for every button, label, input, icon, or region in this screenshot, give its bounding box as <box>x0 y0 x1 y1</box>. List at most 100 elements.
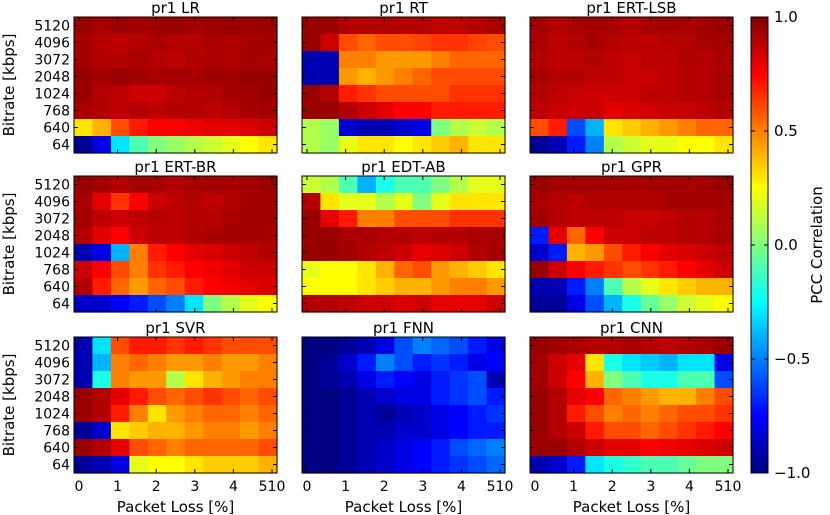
heatmap-cell <box>677 227 697 245</box>
heatmap-cell <box>486 337 506 355</box>
heatmap-cell <box>184 17 204 35</box>
heatmap-cell <box>147 405 167 423</box>
heatmap-cell <box>338 34 358 52</box>
heatmap-cell <box>548 17 568 35</box>
heatmap-cell <box>566 278 586 296</box>
heatmap-cell <box>110 68 130 86</box>
heatmap-cell <box>530 354 550 372</box>
heatmap-cell <box>431 176 451 194</box>
heatmap-cell <box>412 102 432 120</box>
y-tick-label: 1024 <box>34 246 70 262</box>
y-tick-label: 768 <box>43 104 70 120</box>
heatmap-cell <box>677 456 697 474</box>
heatmap-cell <box>659 422 679 440</box>
heatmap-cell <box>468 34 488 52</box>
heatmap-cell <box>603 176 623 194</box>
heatmap-cell <box>566 102 586 120</box>
heatmap-cell <box>468 85 488 103</box>
y-tick-label: 5120 <box>34 178 70 194</box>
heatmap-cell <box>147 456 167 474</box>
heatmap-cell <box>338 388 358 406</box>
heatmap-cell <box>375 136 395 154</box>
heatmap-cell <box>184 456 204 474</box>
heatmap-cell <box>184 34 204 52</box>
heatmap-cell <box>203 422 223 440</box>
heatmap-cell <box>203 337 223 355</box>
heatmap-cell <box>412 51 432 69</box>
heatmap-cell <box>622 210 642 228</box>
heatmap-cell <box>431 295 451 313</box>
heatmap-cell <box>585 34 605 52</box>
heatmap-cell <box>129 388 149 406</box>
heatmap-cell <box>74 68 94 86</box>
heatmap-cell <box>659 51 679 69</box>
heatmap-cell <box>147 176 167 194</box>
heatmap-cell <box>486 261 506 279</box>
heatmap-cell <box>184 371 204 389</box>
heatmap-cell <box>640 51 660 69</box>
panel-title: pr1 SVR <box>145 319 205 337</box>
heatmap-cell <box>258 261 278 279</box>
heatmap-cell <box>166 102 186 120</box>
heatmap-panel: pr1 EDT-AB <box>301 158 506 313</box>
heatmap-cell <box>548 176 568 194</box>
heatmap-cell <box>184 261 204 279</box>
heatmap-cell <box>431 51 451 69</box>
heatmap-cell <box>338 371 358 389</box>
heatmap-cell <box>566 422 586 440</box>
y-tick-label: 1024 <box>34 87 70 103</box>
heatmap-cell <box>203 176 223 194</box>
y-tick-label: 2048 <box>34 229 70 245</box>
heatmap-cell <box>566 439 586 457</box>
heatmap-cell <box>714 244 734 262</box>
heatmap-cell <box>357 439 377 457</box>
heatmap-cell <box>449 405 469 423</box>
heatmap-cell <box>240 261 260 279</box>
heatmap-cell <box>221 261 241 279</box>
heatmap-cell <box>530 119 550 137</box>
heatmap-cell <box>375 244 395 262</box>
heatmap-cell <box>659 119 679 137</box>
heatmap-cell <box>74 17 94 35</box>
heatmap-cell <box>184 176 204 194</box>
heatmap-cell <box>548 422 568 440</box>
heatmap-cell <box>375 176 395 194</box>
heatmap-cell <box>110 422 130 440</box>
heatmap-cell <box>166 119 186 137</box>
heatmap-cell <box>203 227 223 245</box>
heatmap-cell <box>714 371 734 389</box>
heatmap-cell <box>74 102 94 120</box>
heatmap-cell <box>412 405 432 423</box>
heatmap-cell <box>530 278 550 296</box>
heatmap-cell <box>375 261 395 279</box>
heatmap-cell <box>338 227 358 245</box>
heatmap-cell <box>74 439 94 457</box>
heatmap-cell <box>585 278 605 296</box>
heatmap-cell <box>258 119 278 137</box>
x-axis-label: Packet Loss [%] <box>117 498 234 515</box>
heatmap-cell <box>696 354 716 372</box>
heatmap-cell <box>585 119 605 137</box>
heatmap-cell <box>184 354 204 372</box>
heatmap-cell <box>431 227 451 245</box>
heatmap-cell <box>603 278 623 296</box>
heatmap-cell <box>431 422 451 440</box>
heatmap-cell <box>486 68 506 86</box>
heatmap-cell <box>412 17 432 35</box>
heatmap-cell <box>659 295 679 313</box>
heatmap-cell <box>357 136 377 154</box>
x-tick-label: 510 <box>487 479 514 495</box>
heatmap-cell <box>302 388 322 406</box>
heatmap-cell <box>203 210 223 228</box>
heatmap-cell <box>603 388 623 406</box>
heatmap-cell <box>566 227 586 245</box>
heatmap-cell <box>412 371 432 389</box>
heatmap-cell <box>147 68 167 86</box>
heatmap-cell <box>412 337 432 355</box>
heatmap-cell <box>585 17 605 35</box>
panel-title: pr1 ERT-BR <box>134 158 216 176</box>
heatmap-cell <box>431 136 451 154</box>
heatmap-cell <box>258 34 278 52</box>
heatmap-cell <box>431 119 451 137</box>
heatmap-cell <box>92 102 112 120</box>
